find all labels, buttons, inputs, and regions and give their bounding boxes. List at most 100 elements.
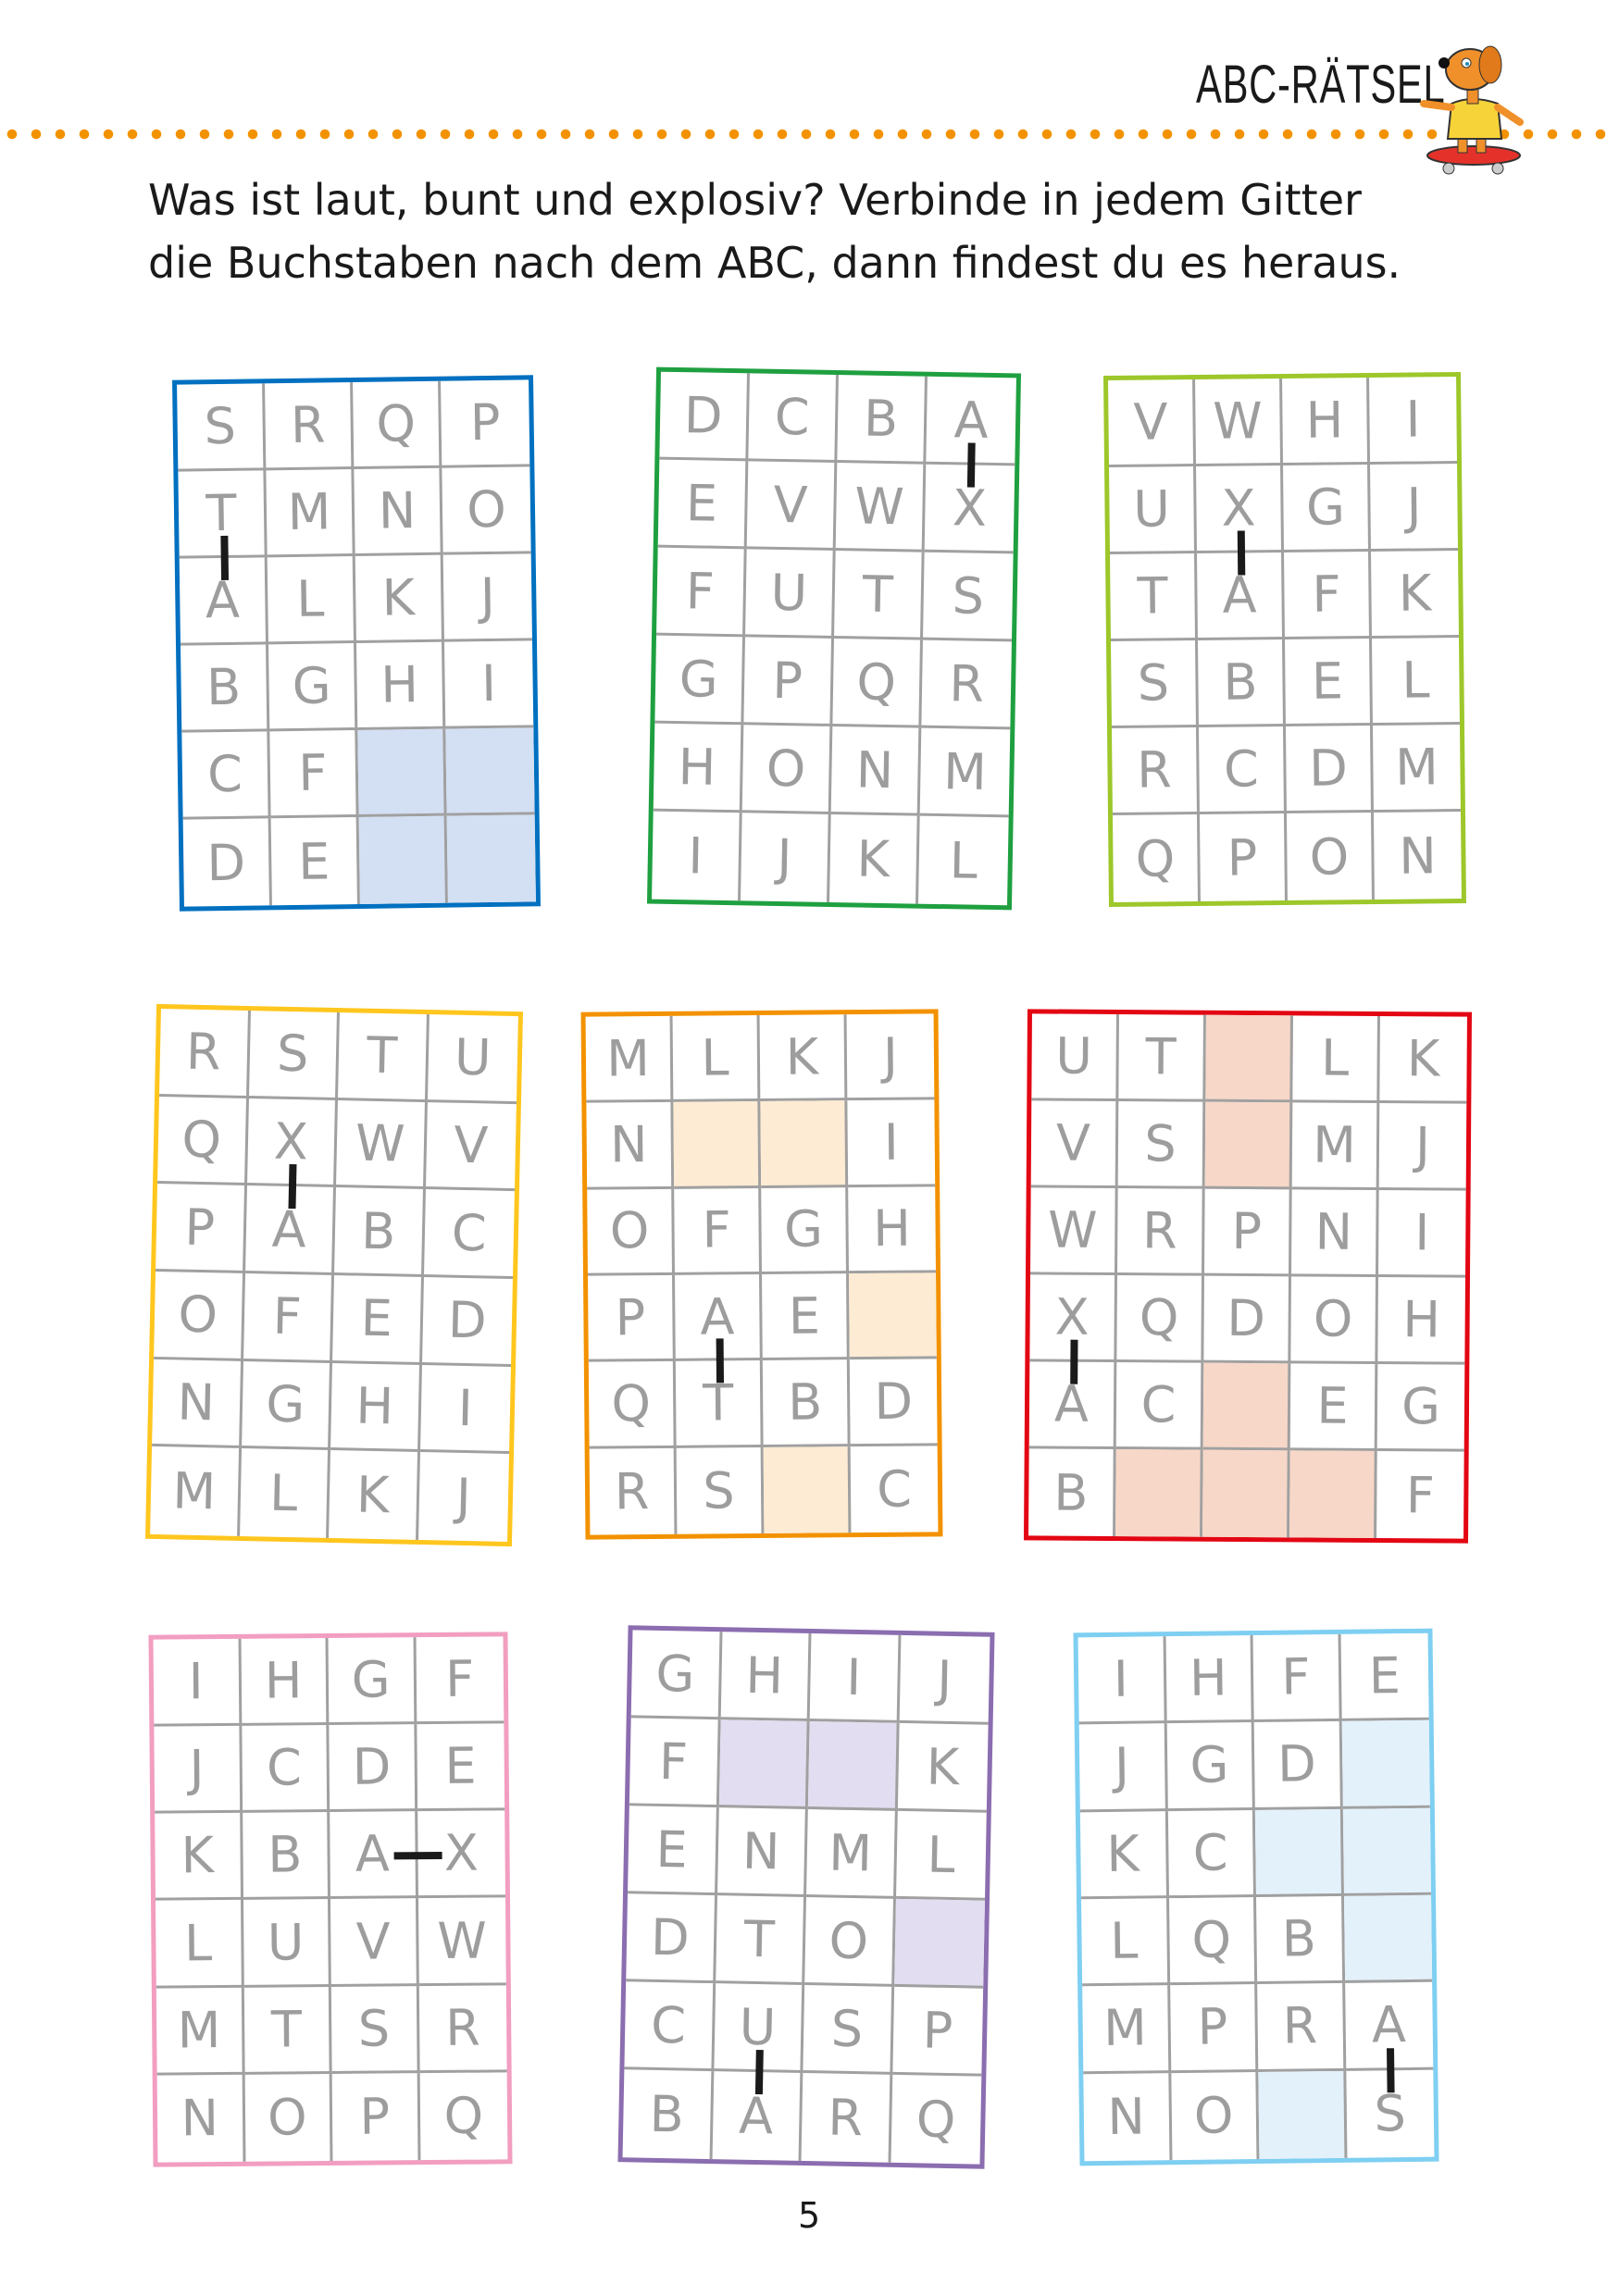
- letter-cell: B: [1028, 1448, 1116, 1537]
- letter-cell: P: [1169, 1984, 1259, 2073]
- letter-cell: V: [746, 461, 838, 552]
- letter-cell: C: [748, 373, 839, 464]
- letter-cell: R: [589, 1447, 678, 1535]
- shaded-cell: [1202, 1449, 1290, 1538]
- letter-cell: B: [837, 375, 928, 465]
- letter-cell: S: [922, 552, 1014, 642]
- letter-cell: F: [416, 1636, 504, 1725]
- letter-cell: B: [622, 2069, 714, 2160]
- letter-cell: L: [672, 1015, 761, 1103]
- letter-cell: O: [1170, 2071, 1260, 2161]
- letter-cell: P: [588, 1274, 676, 1362]
- shaded-cell: [763, 1446, 852, 1533]
- instruction-line-1: Was ist laut, bunt und explosiv? Verbind…: [148, 175, 1362, 225]
- letter-cell: W: [417, 1897, 506, 1986]
- connector-line: [1237, 530, 1246, 576]
- letter-cell: L: [949, 831, 978, 890]
- letter-cell: E: [416, 1723, 505, 1812]
- letter-cell: J: [846, 1013, 935, 1101]
- letter-cell: W: [335, 1099, 428, 1190]
- letter-cell: N: [716, 1807, 808, 1897]
- connector-line: [288, 1164, 297, 1210]
- letter-cell: I: [652, 811, 742, 901]
- letter-cell: E: [762, 1273, 850, 1361]
- shaded-cell: [1258, 2070, 1347, 2159]
- letter-cell: H: [653, 723, 744, 813]
- letter-cell: L: [895, 1810, 987, 1901]
- letter-cell: D: [1285, 726, 1374, 813]
- letter-cell: L: [1292, 1015, 1380, 1103]
- letter-cell: S: [676, 1446, 765, 1534]
- shaded-cell: [848, 1272, 937, 1360]
- letter-cell: F: [656, 547, 747, 638]
- connector-line: [1386, 2047, 1395, 2092]
- letter-cell: J: [741, 813, 831, 902]
- letter-cell: M: [806, 1809, 898, 1899]
- letter-cell: H: [330, 1362, 422, 1453]
- letter-cell: H: [1377, 1276, 1465, 1365]
- letter-cell: T: [337, 1012, 430, 1102]
- letter-cell: L: [1371, 638, 1460, 726]
- shaded-cell: [1341, 1720, 1430, 1809]
- letter-cell: G: [1283, 465, 1372, 553]
- letter-cell: G: [630, 1630, 722, 1720]
- shaded-cell: [358, 815, 448, 904]
- letter-cell: V: [330, 1898, 419, 1987]
- shaded-cell: [760, 1100, 849, 1188]
- letter-cell: O: [1290, 1276, 1378, 1364]
- letter-cell: M: [266, 469, 355, 558]
- letter-cell: R: [921, 639, 1012, 730]
- connector-line: [754, 2049, 764, 2095]
- letter-cell: I: [809, 1633, 901, 1723]
- letter-cell: H: [848, 1186, 936, 1274]
- letter-cell: N: [1398, 825, 1437, 886]
- letter-cell: Q: [588, 1361, 677, 1449]
- letter-cell: B: [181, 644, 270, 733]
- letter-cell: G: [1166, 1722, 1255, 1811]
- letter-cell: I: [1369, 377, 1458, 465]
- letter-cell: Q: [1112, 813, 1201, 902]
- letter-cell: V: [1030, 1100, 1119, 1189]
- letter-cell: O: [244, 2073, 333, 2162]
- letter-cell: K: [897, 1722, 989, 1813]
- letter-cell: I: [1077, 1636, 1167, 1725]
- letter-cell: Q: [353, 380, 442, 470]
- letter-cell: G: [241, 1360, 333, 1451]
- letter-cell: R: [1257, 1983, 1346, 2072]
- letter-cell: K: [1371, 551, 1459, 639]
- letter-cell: O: [804, 1897, 896, 1987]
- letter-cell: J: [899, 1634, 990, 1725]
- letter-cell: G: [268, 643, 358, 732]
- letter-cell: Q: [832, 639, 923, 728]
- letter-cell: C: [423, 1189, 515, 1280]
- letter-cell: T: [1110, 552, 1199, 641]
- letter-cell: O: [154, 1271, 245, 1361]
- letter-cell: S: [177, 383, 267, 472]
- shaded-cell: [893, 1898, 985, 1989]
- letter-cell: D: [182, 818, 272, 907]
- letter-cell: R: [1111, 726, 1200, 815]
- letter-cell: H: [1282, 378, 1371, 466]
- letter-cell: R: [418, 1985, 507, 2073]
- letter-cell: C: [876, 1459, 913, 1519]
- letter-cell: O: [1286, 813, 1375, 900]
- letter-cell: Q: [157, 1096, 249, 1186]
- letter-cell: M: [150, 1446, 242, 1536]
- shaded-cell: [1254, 1808, 1344, 1897]
- shaded-cell: [357, 728, 447, 817]
- letter-cell: C: [1198, 726, 1287, 814]
- letter-cell: S: [330, 1985, 420, 2074]
- letter-cell: V: [425, 1101, 517, 1192]
- letter-cell: W: [1030, 1187, 1118, 1276]
- letter-cell: D: [626, 1893, 717, 1984]
- letter-cell: G: [328, 1637, 417, 1726]
- letter-cell: K: [829, 813, 920, 904]
- letter-cell: I: [1377, 1189, 1466, 1278]
- letter-cell: M: [156, 1987, 245, 2076]
- letter-cell: B: [1198, 639, 1286, 727]
